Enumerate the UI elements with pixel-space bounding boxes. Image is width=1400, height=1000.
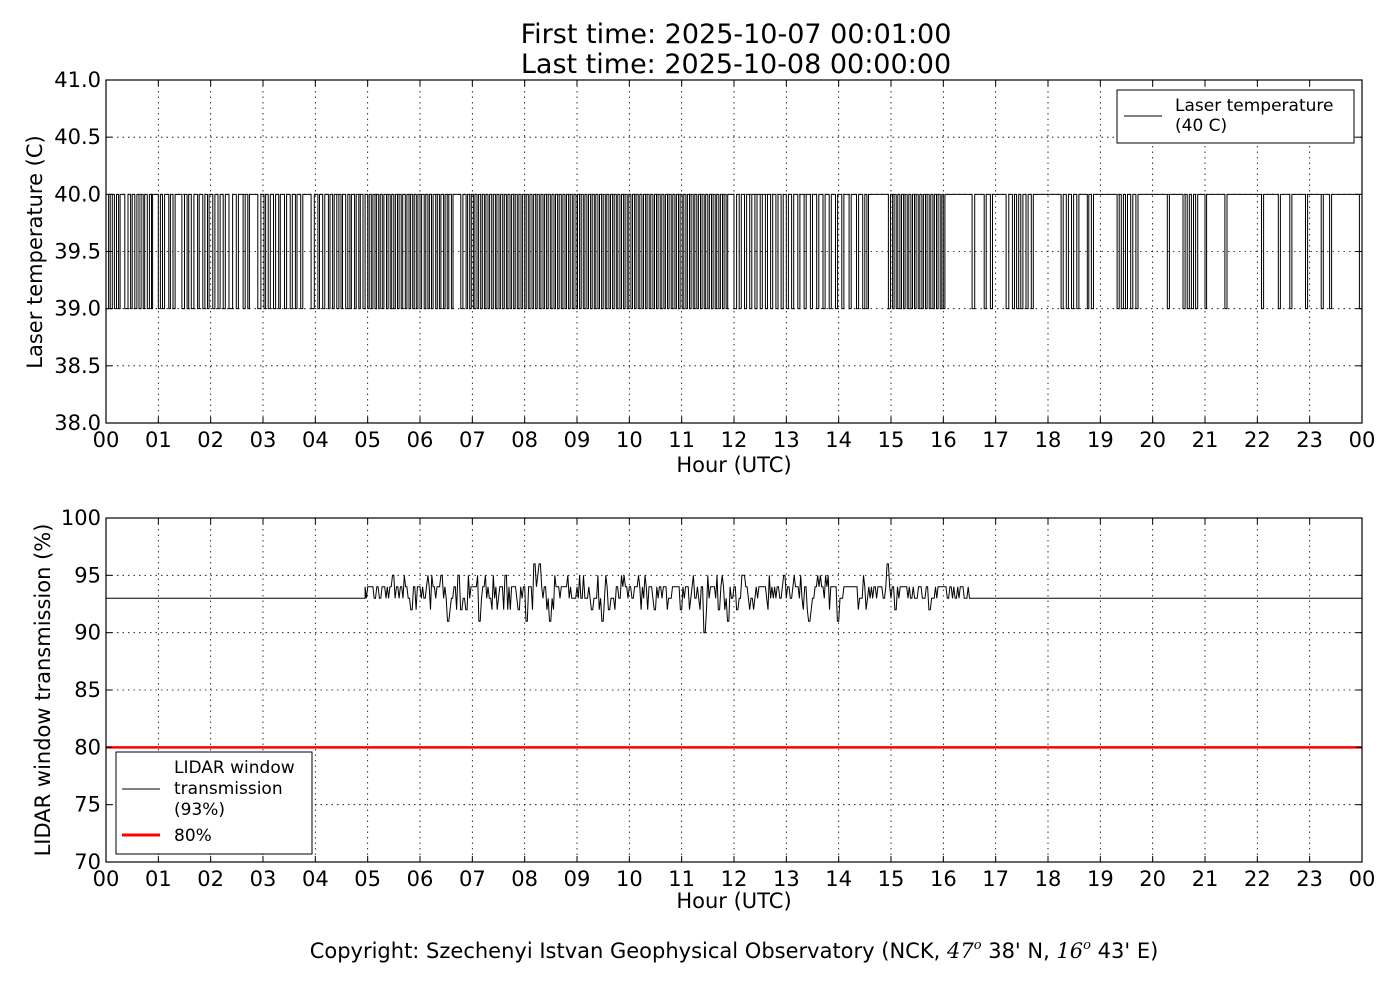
longitude-degrees: 16 <box>1056 939 1083 963</box>
lidar-transmission-ticks: 00 01 02 03 04 05 06 07 08 09 10 11 12 13 14 15 16 17 18 19… <box>61 506 1375 891</box>
laser-temperature-x-tick-label: 18 <box>1035 428 1062 452</box>
laser-temperature-x-tick-label: 06 <box>407 428 434 452</box>
lidar-transmission-x-tick-label: 15 <box>878 867 905 891</box>
laser-temperature-x-tick-label: 03 <box>250 428 277 452</box>
longitude-degree-symbol: o <box>1083 938 1091 953</box>
lidar-transmission-x-tick-label: 22 <box>1244 867 1271 891</box>
laser-temperature-x-tick-label: 09 <box>564 428 591 452</box>
lidar-transmission-x-tick-label: 09 <box>564 867 591 891</box>
lidar-transmission-x-tick-label: 03 <box>250 867 277 891</box>
laser-temperature-x-tick-label: 12 <box>721 428 748 452</box>
lidar-transmission-legend-box <box>115 751 313 855</box>
lidar-transmission-y-tick-label: 85 <box>74 678 101 702</box>
laser-temperature-x-tick-label: 22 <box>1244 428 1271 452</box>
lidar-transmission-y-tick-label: 75 <box>74 793 101 817</box>
laser-temperature-x-tick-label: 15 <box>878 428 905 452</box>
copyright-text: Copyright: Szechenyi Istvan Geophysical … <box>310 938 1159 963</box>
laser-temperature-legend-line1: Laser temperature <box>1175 96 1333 116</box>
lidar-transmission-x-tick-label: 10 <box>616 867 643 891</box>
lidar-transmission-x-tick-label: 21 <box>1192 867 1219 891</box>
title-first-time: First time: 2025-10-07 00:01:00 <box>521 19 952 50</box>
lidar-transmission-x-tick-label: 16 <box>930 867 957 891</box>
lidar-transmission-x-tick-label: 19 <box>1087 867 1114 891</box>
laser-temperature-legend-box <box>1116 89 1355 144</box>
laser-temperature-x-tick-label: 00 <box>93 428 120 452</box>
laser-temperature-y-tick-label: 40.0 <box>54 182 101 206</box>
lidar-transmission-y-tick-label: 70 <box>74 850 101 874</box>
lidar-transmission-y-tick-label: 80 <box>74 735 101 759</box>
laser-temperature-x-tick-label: 13 <box>773 428 800 452</box>
lidar-transmission-x-tick-label: 20 <box>1139 867 1166 891</box>
lidar-transmission-legend: LIDAR window transmission (93%) 80% <box>115 751 313 855</box>
lidar-transmission-x-tick-label: 23 <box>1296 867 1323 891</box>
laser-temperature-x-tick-label: 10 <box>616 428 643 452</box>
lidar-transmission-x-tick-label: 00 <box>93 867 120 891</box>
lidar-transmission-y-tick-label: 95 <box>74 563 101 587</box>
lidar-transmission-grid <box>106 518 1362 862</box>
lidar-transmission-x-tick-label: 04 <box>302 867 329 891</box>
laser-temperature-x-tick-label: 04 <box>302 428 329 452</box>
laser-temperature-y-tick-label: 39.5 <box>54 240 101 264</box>
lidar-transmission-series <box>106 563 1362 749</box>
threshold-legend-label: 80% <box>174 826 212 846</box>
laser-temperature-y-tick-label: 38.0 <box>54 411 101 435</box>
lidar-transmission-legend-line3: (93%) <box>174 800 225 820</box>
laser-temperature-y-tick-label: 39.0 <box>54 297 101 321</box>
longitude-minutes: 43' E) <box>1091 939 1158 963</box>
laser-temperature-legend: Laser temperature (40 C) <box>1116 89 1355 144</box>
lidar-transmission-x-tick-label: 01 <box>145 867 172 891</box>
lidar-transmission-x-tick-label: 14 <box>825 867 852 891</box>
lidar-transmission-y-tick-label: 90 <box>74 621 101 645</box>
latitude-degree-symbol: o <box>974 938 982 953</box>
lidar-transmission-x-tick-label: 13 <box>773 867 800 891</box>
laser-temperature-panel: 00 01 02 03 04 05 06 07 08 09 10 11 12 13 14 15 16 17 18 19… <box>23 68 1375 477</box>
laser-temperature-x-tick-label: 21 <box>1192 428 1219 452</box>
lidar-transmission-x-axis-label: Hour (UTC) <box>676 889 791 913</box>
laser-temperature-x-tick-label: 07 <box>459 428 486 452</box>
laser-temperature-series <box>105 193 1363 310</box>
lidar-transmission-legend-line1: LIDAR window <box>174 758 295 778</box>
laser-temperature-x-axis-label: Hour (UTC) <box>676 453 791 477</box>
lidar-transmission-x-tick-label: 12 <box>721 867 748 891</box>
lidar-transmission-x-tick-label: 07 <box>459 867 486 891</box>
laser-temperature-x-tick-label: 02 <box>197 428 224 452</box>
laser-temperature-legend-line2: (40 C) <box>1175 116 1227 136</box>
lidar-transmission-x-tick-label: 17 <box>982 867 1009 891</box>
laser-temperature-x-tick-label: 20 <box>1139 428 1166 452</box>
laser-temperature-x-tick-label: 05 <box>354 428 381 452</box>
laser-temperature-y-axis-label: Laser temperature (C) <box>23 135 47 368</box>
latitude-degrees: 47 <box>946 939 974 963</box>
laser-temperature-x-tick-label: 14 <box>825 428 852 452</box>
laser-temperature-y-tick-label: 38.5 <box>54 354 101 378</box>
laser-temperature-line <box>105 193 1363 310</box>
laser-temperature-x-tick-label: 00 <box>1349 428 1376 452</box>
lidar-transmission-legend-line2: transmission <box>174 779 283 799</box>
lidar-transmission-x-tick-label: 08 <box>511 867 538 891</box>
lidar-transmission-x-tick-label: 05 <box>354 867 381 891</box>
lidar-transmission-panel: 00 01 02 03 04 05 06 07 08 09 10 11 12 13 14 15 16 17 18 19… <box>31 506 1375 913</box>
title-last-time: Last time: 2025-10-08 00:00:00 <box>521 49 951 80</box>
lidar-transmission-y-tick-label: 100 <box>61 506 101 530</box>
laser-temperature-x-tick-label: 11 <box>668 428 695 452</box>
copyright-prefix: Copyright: Szechenyi Istvan Geophysical … <box>310 939 947 963</box>
lidar-transmission-x-tick-label: 02 <box>197 867 224 891</box>
laser-temperature-ticks: 00 01 02 03 04 05 06 07 08 09 10 11 12 13 14 15 16 17 18 19… <box>54 68 1375 452</box>
lidar-transmission-x-tick-label: 18 <box>1035 867 1062 891</box>
laser-temperature-x-tick-label: 23 <box>1296 428 1323 452</box>
lidar-transmission-x-tick-label: 11 <box>668 867 695 891</box>
laser-temperature-x-tick-label: 17 <box>982 428 1009 452</box>
laser-temperature-y-tick-label: 41.0 <box>54 68 101 92</box>
laser-temperature-y-tick-label: 40.5 <box>54 125 101 149</box>
laser-temperature-x-tick-label: 08 <box>511 428 538 452</box>
laser-temperature-x-tick-label: 19 <box>1087 428 1114 452</box>
laser-temperature-x-tick-label: 16 <box>930 428 957 452</box>
lidar-transmission-x-tick-label: 06 <box>407 867 434 891</box>
lidar-transmission-x-tick-label: 00 <box>1349 867 1376 891</box>
laser-temperature-x-tick-label: 01 <box>145 428 172 452</box>
latitude-minutes: 38' N, <box>982 939 1057 963</box>
lidar-transmission-line <box>106 563 1362 634</box>
lidar-transmission-y-axis-label: LIDAR window transmission (%) <box>31 524 55 857</box>
